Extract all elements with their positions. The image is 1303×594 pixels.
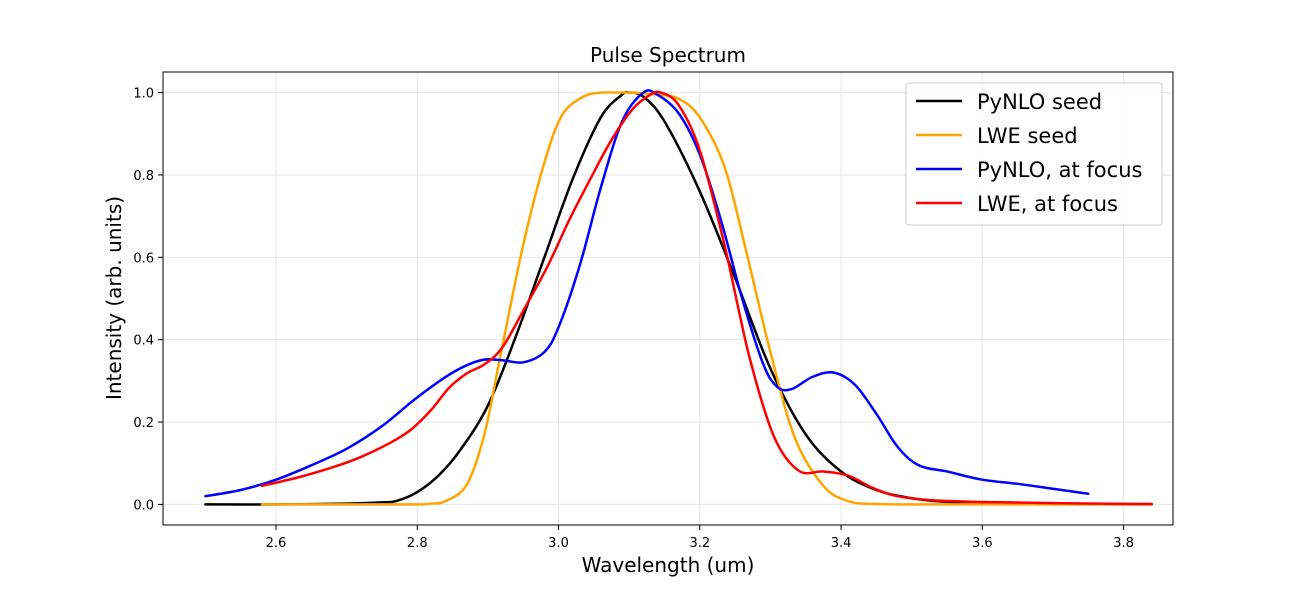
y-axis-ticks: 0.0 0.2 0.4 0.6 0.8 1.0 [133, 87, 163, 513]
y-tick-label: 0.4 [133, 334, 154, 349]
y-tick-label: 0.2 [133, 416, 154, 431]
x-tick-label: 3.6 [972, 536, 993, 551]
y-tick-label: 0.6 [133, 251, 154, 266]
x-tick-label: 2.8 [407, 536, 428, 551]
y-axis-label: Intensity (arb. units) [102, 196, 126, 400]
legend-label-lwe-seed: LWE seed [977, 124, 1078, 148]
legend-label-pynlo-seed: PyNLO seed [977, 90, 1102, 114]
legend-box [905, 82, 1163, 226]
x-tick-label: 3.4 [831, 536, 852, 551]
x-axis-ticks: 2.6 2.8 3.0 3.2 3.4 3.6 3.8 [266, 525, 1134, 551]
x-tick-label: 3.8 [1113, 536, 1134, 551]
y-tick-label: 1.0 [133, 87, 154, 102]
chart-title: Pulse Spectrum [590, 43, 746, 67]
x-tick-label: 3.2 [689, 536, 710, 551]
legend-label-lwe-at-focus: LWE, at focus [977, 192, 1118, 216]
series-lines [204, 89, 1154, 506]
legend: PyNLO seed LWE seed PyNLO, at focus LWE, at… [905, 82, 1163, 226]
series-line-pynlo-at-focus [204, 89, 1090, 498]
x-tick-label: 2.6 [266, 536, 287, 551]
x-axis-label: Wavelength (um) [582, 553, 755, 577]
plot-frame [162, 71, 1174, 526]
series-line-lwe-at-focus [260, 90, 1154, 506]
y-tick-label: 0.8 [133, 169, 154, 184]
legend-label-pynlo-at-focus: PyNLO, at focus [977, 158, 1142, 182]
series-line-lwe-seed [260, 91, 1154, 506]
y-tick-label: 0.0 [133, 498, 154, 513]
legend-items: PyNLO seed LWE seed PyNLO, at focus LWE, at… [916, 90, 1142, 216]
x-tick-label: 3.0 [548, 536, 569, 551]
